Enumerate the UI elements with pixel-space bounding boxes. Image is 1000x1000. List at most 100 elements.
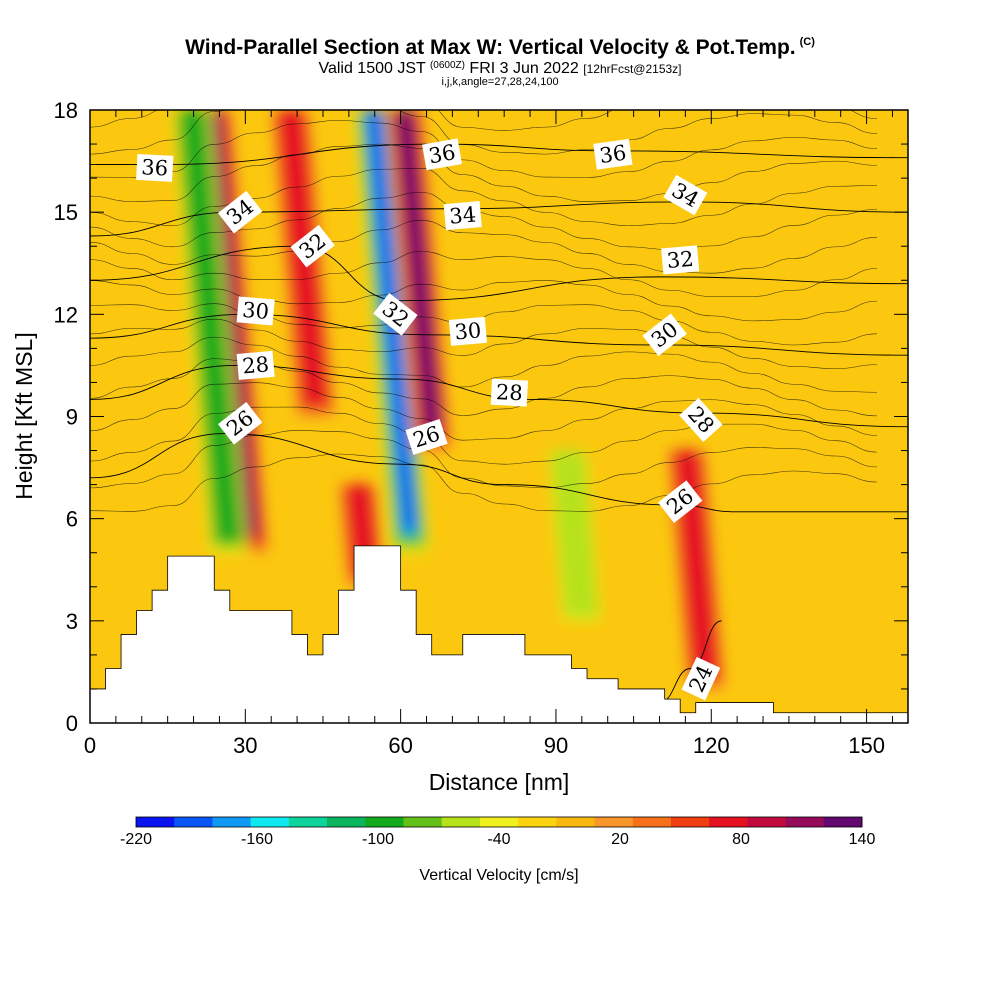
isoline-24: [659, 620, 722, 704]
colorbar-swatch: [632, 817, 672, 827]
colorbar-swatch: [250, 817, 290, 827]
chart-title: Wind-Parallel Section at Max W: Vertical…: [0, 36, 1000, 60]
x-tick-label: 90: [544, 733, 568, 758]
isoline-minor: [90, 110, 877, 131]
y-tick-label: 6: [66, 507, 78, 532]
colorbar-label: Vertical Velocity [cm/s]: [419, 867, 578, 884]
isoline-minor: [90, 143, 877, 202]
colorbar-tick-label: -100: [362, 831, 394, 848]
y-tick-label: 3: [66, 609, 78, 634]
colorbar-tick-label: -40: [487, 831, 510, 848]
theta-isolines: [90, 110, 908, 704]
isoline-minor: [90, 336, 877, 393]
isoline-minor: [90, 318, 877, 370]
colorbar-swatch: [403, 817, 443, 827]
contour-label: 28: [236, 350, 275, 380]
colorbar-tick-label: -160: [241, 831, 273, 848]
colorbar-swatch: [441, 817, 481, 827]
contour-label-text: 30: [241, 298, 270, 324]
contour-label: 36: [136, 153, 174, 182]
colorbar-swatch: [594, 817, 634, 827]
colorbar-tick-label: 80: [732, 831, 750, 848]
title-mark: (C): [799, 36, 815, 48]
contour-label-text: 36: [141, 155, 169, 180]
colorbar: -220 -160 -100 -40 20 80 140: [120, 816, 876, 848]
colorbar-swatch: [785, 817, 825, 827]
x-tick-label: 150: [848, 733, 885, 758]
downdraft-band: [550, 450, 599, 617]
isoline-minor: [90, 168, 877, 227]
colorbar-swatch: [709, 817, 748, 827]
valid-utc: (0600Z): [429, 60, 465, 71]
contour-label-text: 36: [598, 141, 628, 168]
contour-label: 36: [593, 138, 633, 170]
colorbar-swatch: [174, 817, 213, 827]
contour-label: 30: [236, 296, 275, 326]
y-tick-label: 18: [54, 98, 78, 123]
x-tick-label: 120: [693, 733, 730, 758]
x-tick-label: 30: [233, 733, 257, 758]
contour-label-box: [658, 480, 703, 523]
forecast-info: [12hrFcst@2153z]: [583, 62, 682, 76]
y-tick-label: 12: [54, 302, 78, 327]
contour-label-box: [681, 656, 721, 701]
contour-label-box: [663, 174, 708, 216]
contour-label-text: 32: [666, 247, 695, 273]
isoline-26: [90, 433, 908, 513]
valid-date: FRI 3 Jun 2022: [469, 60, 579, 77]
isoline-minor: [90, 430, 877, 489]
contour-label-box: [593, 138, 633, 170]
contour-label-box: [373, 293, 418, 336]
contour-label-box: [448, 316, 488, 346]
contour-label: 28: [679, 397, 723, 442]
colorbar-tick-label: 140: [849, 831, 876, 848]
x-tick-label: 0: [84, 733, 96, 758]
isoline-28: [90, 364, 908, 428]
contour-label-box: [290, 224, 335, 268]
x-axis-label: Distance [nm]: [429, 769, 570, 795]
contour-label-box: [642, 313, 687, 357]
colorbar-swatch: [288, 817, 328, 827]
colorbar-tick-label: -220: [120, 831, 152, 848]
terrain: [90, 545, 908, 723]
contour-label-box: [136, 153, 174, 182]
contour-label-box: [422, 138, 463, 171]
contour-label: 28: [490, 378, 529, 407]
contour-label: 34: [443, 201, 482, 231]
isoline-minor: [90, 406, 877, 465]
colorbar-swatch: [747, 817, 787, 827]
isoline-minor: [90, 358, 877, 417]
contour-label-box: [661, 245, 700, 275]
isoline-30: [90, 313, 908, 356]
chart-subtitle: Valid 1500 JST (0600Z) FRI 3 Jun 2022 [1…: [0, 60, 1000, 78]
colorbar-swatch: [823, 817, 863, 827]
title-main: Wind-Parallel Section at Max W: Vertical…: [185, 36, 796, 59]
x-tick-label: 60: [388, 733, 412, 758]
contour-label-text: 30: [454, 318, 483, 344]
colorbar-swatch: [365, 817, 404, 827]
colorbar-swatch: [136, 817, 175, 827]
contour-label: 36: [422, 138, 463, 171]
contour-label-text: 36: [427, 140, 457, 168]
contour-label-text: 28: [241, 352, 270, 378]
isoline-minor: [90, 280, 877, 322]
contour-label-box: [490, 378, 529, 407]
isoline-minor: [90, 119, 877, 178]
y-axis-label: Height [Kft MSL]: [11, 332, 37, 499]
colorbar-tick-label: 20: [611, 831, 629, 848]
isoline-minor: [90, 220, 877, 274]
contour-label-box: [217, 401, 263, 445]
contour-label-box: [405, 419, 448, 455]
contour-label: 30: [448, 316, 488, 346]
y-tick-label: 0: [66, 711, 78, 736]
colorbar-swatch: [212, 817, 252, 827]
section-params: i,j,k,angle=27,28,24,100: [441, 76, 559, 88]
valid-time: Valid 1500 JST: [318, 60, 426, 77]
contour-label-box: [217, 190, 263, 234]
isoline-minor: [90, 192, 877, 250]
isoline-minor: [90, 251, 877, 297]
isoline-minor: [90, 382, 877, 441]
